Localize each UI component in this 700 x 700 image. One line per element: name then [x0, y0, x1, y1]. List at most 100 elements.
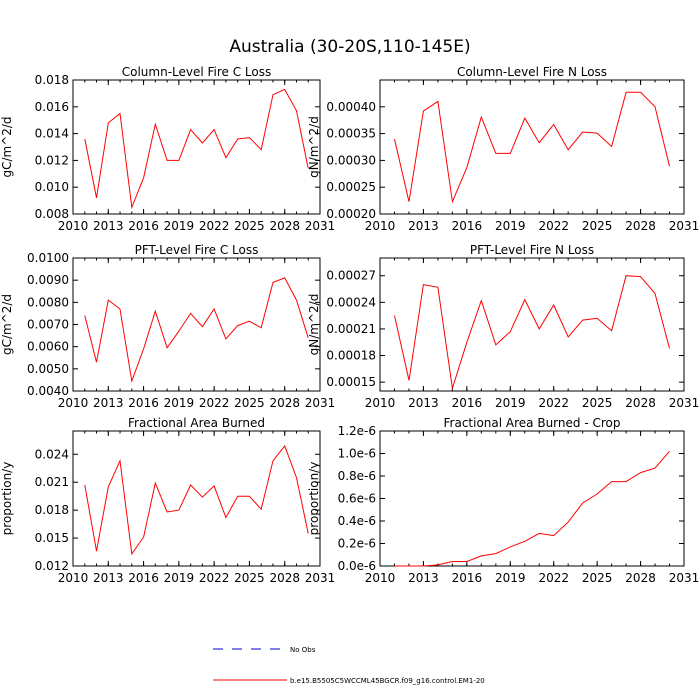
plot-frame	[72, 79, 321, 215]
y-axis-label: proportion/y	[0, 462, 14, 536]
y-tick-label: 0.00021	[326, 322, 376, 336]
x-tick-label: 2013	[408, 396, 439, 410]
y-tick-label: 0.00018	[326, 349, 376, 363]
panel-title: PFT-Level Fire N Loss	[470, 243, 594, 257]
x-tick-label: 2028	[625, 219, 656, 233]
x-tick-label: 2019	[495, 571, 526, 585]
y-tick-label: 0.012	[35, 559, 69, 573]
figure-title: Australia (30-20S,110-145E)	[229, 37, 470, 57]
x-tick-label: 2010	[58, 396, 89, 410]
y-tick-label: 0.00020	[326, 207, 376, 221]
y-tick-label: 0.021	[35, 475, 69, 489]
panel-2: PFT-Level Fire C Loss gC/m^2/d 2010 2013 201…	[0, 243, 335, 410]
x-tick-label: 2028	[269, 219, 300, 233]
y-tick-label: 0.0080	[27, 295, 69, 309]
y-tick-label: 0.018	[35, 503, 69, 517]
y-tick-label: 1.2e-6	[338, 424, 376, 438]
x-tick-label: 2013	[408, 571, 439, 585]
series-line	[84, 277, 309, 383]
x-tick-label: 2016	[128, 219, 159, 233]
plot-frame	[379, 430, 685, 567]
panels: Column-Level Fire C Loss gC/m^2/d 2010 2013…	[0, 65, 699, 585]
x-tick-label: 2010	[365, 219, 396, 233]
panel-title: Column-Level Fire C Loss	[122, 65, 272, 79]
plot-frame	[379, 79, 685, 215]
x-tick-label: 2025	[234, 571, 265, 585]
x-tick-label: 2022	[538, 219, 569, 233]
y-tick-label: 0.014	[35, 127, 69, 141]
x-tick-label: 2031	[669, 219, 700, 233]
plot-frame	[379, 257, 685, 392]
panel-title: PFT-Level Fire C Loss	[135, 243, 259, 257]
x-tick-label: 2010	[365, 396, 396, 410]
plot-frame	[72, 257, 321, 392]
series-line	[84, 88, 309, 210]
series-line	[394, 91, 670, 204]
y-tick-label: 0.010	[35, 180, 69, 194]
panel-3: PFT-Level Fire N Loss gN/m^2/d 2010 2013 201…	[307, 243, 699, 410]
y-tick-label: 0.0090	[27, 273, 69, 287]
y-axis-label: gC/m^2/d	[0, 294, 14, 355]
x-tick-label: 2022	[199, 396, 230, 410]
y-tick-label: 0.6e-6	[338, 492, 376, 506]
y-tick-label: 0.016	[35, 100, 69, 114]
legend-label-no-obs: No Obs	[290, 646, 316, 654]
x-tick-label: 2025	[582, 396, 613, 410]
plot-frame	[72, 430, 321, 567]
panel-title: Fractional Area Burned - Crop	[444, 416, 621, 430]
x-tick-label: 2028	[625, 396, 656, 410]
y-tick-label: 0.00024	[326, 295, 376, 309]
panel-title: Column-Level Fire N Loss	[457, 65, 607, 79]
x-tick-label: 2028	[269, 571, 300, 585]
y-tick-label: 0.00040	[326, 100, 376, 114]
x-tick-label: 2019	[164, 396, 195, 410]
x-tick-label: 2013	[93, 219, 124, 233]
x-tick-label: 2025	[582, 571, 613, 585]
x-tick-label: 2019	[164, 219, 195, 233]
y-tick-label: 0.8e-6	[338, 469, 376, 483]
series-line	[394, 275, 670, 389]
x-tick-label: 2031	[669, 571, 700, 585]
panel-title: Fractional Area Burned	[128, 416, 265, 430]
x-tick-label: 2028	[625, 571, 656, 585]
x-tick-label: 2013	[408, 219, 439, 233]
x-tick-label: 2022	[538, 571, 569, 585]
x-tick-label: 2013	[93, 571, 124, 585]
x-tick-label: 2019	[164, 571, 195, 585]
x-tick-label: 2016	[452, 219, 483, 233]
y-tick-label: 0.2e-6	[338, 537, 376, 551]
y-axis-label: gC/m^2/d	[0, 116, 14, 177]
y-tick-label: 1.0e-6	[338, 447, 376, 461]
y-tick-label: 0.00035	[326, 127, 376, 141]
y-tick-label: 0.012	[35, 153, 69, 167]
y-tick-label: 0.018	[35, 73, 69, 87]
x-tick-label: 2016	[128, 396, 159, 410]
x-tick-label: 2025	[234, 219, 265, 233]
y-tick-label: 0.4e-6	[338, 514, 376, 528]
panel-4: Fractional Area Burned proportion/y 2010 20…	[0, 416, 335, 585]
x-tick-label: 2025	[234, 396, 265, 410]
y-axis-label: gN/m^2/d	[307, 294, 321, 356]
y-tick-label: 0.0060	[27, 340, 69, 354]
legend-label-control: b.e15.B5505C5WCCML45BGCR.f09_g16.control…	[290, 677, 485, 685]
y-tick-label: 0.0050	[27, 362, 69, 376]
x-tick-label: 2031	[669, 396, 700, 410]
y-axis-label: gN/m^2/d	[307, 116, 321, 178]
x-tick-label: 2013	[93, 396, 124, 410]
x-tick-label: 2022	[199, 571, 230, 585]
y-tick-label: 0.00025	[326, 180, 376, 194]
x-tick-label: 2031	[305, 571, 336, 585]
panel-1: Column-Level Fire N Loss gN/m^2/d 2010 2013…	[307, 65, 699, 233]
y-tick-label: 0.0100	[27, 251, 69, 265]
x-tick-label: 2028	[269, 396, 300, 410]
y-tick-label: 0.008	[35, 207, 69, 221]
x-tick-label: 2031	[305, 396, 336, 410]
y-tick-label: 0.0040	[27, 384, 69, 398]
series-line	[84, 444, 309, 556]
legend: No Obs b.e15.B5505C5WCCML45BGCR.f09_g16.…	[213, 646, 485, 685]
panel-5: Fractional Area Burned - Crop proportion/…	[307, 416, 699, 585]
x-tick-label: 2025	[582, 219, 613, 233]
x-tick-label: 2022	[199, 219, 230, 233]
y-tick-label: 0.00027	[326, 269, 376, 283]
